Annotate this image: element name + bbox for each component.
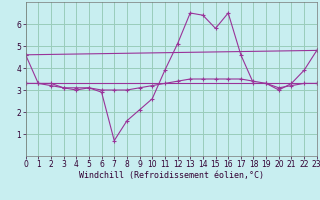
X-axis label: Windchill (Refroidissement éolien,°C): Windchill (Refroidissement éolien,°C) xyxy=(79,171,264,180)
